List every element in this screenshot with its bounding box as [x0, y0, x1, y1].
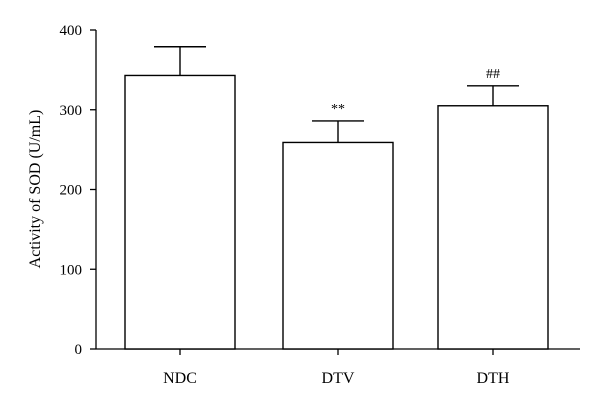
x-category-label: NDC: [163, 370, 197, 387]
significance-label: ##: [486, 67, 500, 82]
bar-dtv: [282, 141, 394, 350]
y-axis-title: Activity of SOD (U/mL): [27, 110, 44, 269]
y-tick-label: 400: [60, 23, 83, 39]
x-category-label: DTH: [477, 370, 510, 387]
bars: ** ##: [124, 46, 549, 350]
y-ticks: 0 100 200 300 400: [60, 23, 96, 358]
y-tick-label: 200: [60, 183, 83, 199]
bar-ndc: [124, 74, 236, 350]
x-categories: NDC DTV DTH: [163, 349, 510, 387]
significance-label: **: [331, 102, 345, 117]
y-tick-label: 100: [60, 262, 83, 278]
y-tick-label: 300: [60, 103, 83, 119]
y-tick-label: 0: [75, 342, 83, 358]
x-category-label: DTV: [322, 370, 355, 387]
bar-dth: [437, 105, 549, 350]
